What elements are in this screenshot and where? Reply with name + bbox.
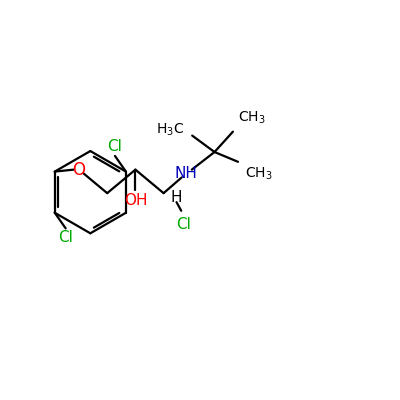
Text: CH$_3$: CH$_3$ (245, 166, 272, 182)
Text: Cl: Cl (58, 230, 73, 245)
Text: H: H (171, 190, 182, 204)
Text: H$_3$C: H$_3$C (156, 122, 184, 138)
Text: NH: NH (175, 166, 198, 181)
Text: CH$_3$: CH$_3$ (238, 109, 266, 126)
Text: Cl: Cl (176, 217, 191, 232)
Text: O: O (72, 161, 86, 179)
Text: OH: OH (124, 193, 147, 208)
Text: Cl: Cl (108, 139, 122, 154)
